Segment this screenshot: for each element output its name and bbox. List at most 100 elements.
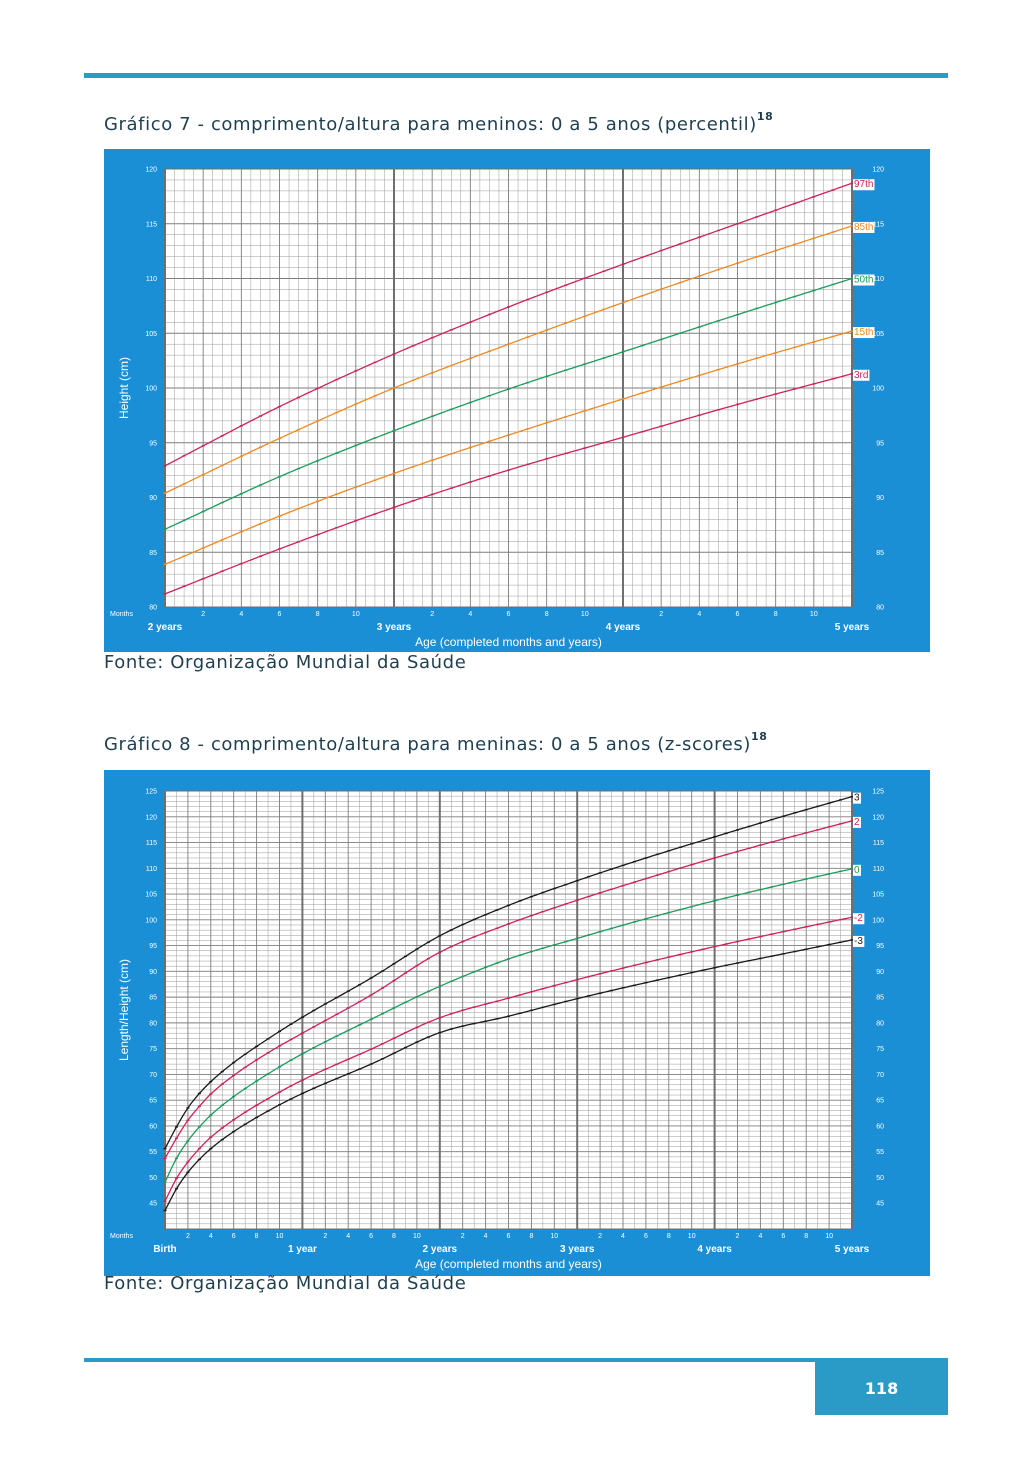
figure7-source: Fonte: Organização Mundial da Saúde (104, 652, 467, 673)
series-label-2: 2 (854, 817, 860, 828)
x-month-tick-label: 4 (621, 1233, 625, 1240)
x-month-tick-label: 6 (278, 611, 282, 618)
y-tick-label-left: 95 (149, 440, 157, 447)
x-month-tick-label: 4 (484, 1233, 488, 1240)
series-month-marks-3 (163, 795, 854, 1150)
x-month-tick-label: 6 (644, 1233, 648, 1240)
x-month-tick-label: 4 (758, 1233, 762, 1240)
series-label-bg (853, 913, 865, 925)
y-tick-label-right: 100 (872, 917, 884, 924)
x-year-label: 4 years (697, 1244, 732, 1255)
y-tick-label-left: 50 (149, 1175, 157, 1182)
y-tick-label-left: 45 (149, 1201, 157, 1208)
y-tick-label-left: 115 (146, 840, 157, 847)
x-year-label: 5 years (835, 1244, 870, 1255)
y-tick-label-right: 85 (876, 550, 884, 557)
x-month-tick-label: 8 (545, 611, 549, 618)
series-month-marks-50th (163, 277, 854, 530)
figure7-chart: 80 80 85 85 90 90 95 95 100 100 105 105 110 110 115 115… (104, 149, 930, 652)
series-label--3: -3 (854, 936, 863, 947)
y-tick-label-left: 95 (149, 943, 157, 950)
y-tick-label-left: 100 (145, 386, 157, 393)
bottom-rule (84, 1358, 948, 1362)
figure7-chart-svg: 80 80 85 85 90 90 95 95 100 100 105 105 110 110 115 115… (110, 167, 884, 650)
series-label--2: -2 (854, 913, 863, 924)
x-month-tick-label: 4 (468, 611, 472, 618)
figure8-caption-ref: 18 (751, 730, 768, 743)
series-label-bg (853, 816, 861, 828)
series-label-15th: 15th (854, 327, 873, 338)
y-tick-label-right: 110 (873, 866, 884, 873)
y-tick-label-left: 85 (149, 995, 157, 1002)
x-month-tick-label: 8 (804, 1233, 808, 1240)
x-year-label: 3 years (560, 1244, 595, 1255)
y-axis-title: Height (cm) (117, 357, 131, 419)
x-month-tick-label: 2 (201, 611, 205, 618)
x-year-label: 1 year (288, 1244, 317, 1255)
figure8-chart: 45 45 50 50 55 55 60 60 65 65 70 70 75 75 80 80 85 85 90 90… (104, 770, 930, 1276)
plot-border (164, 790, 853, 1230)
series-label-50th: 50th (854, 275, 873, 286)
series-month-marks-85th (163, 225, 854, 494)
vertical-grid (164, 791, 853, 1229)
x-year-label: 3 years (377, 622, 412, 633)
x-month-tick-label: 8 (392, 1233, 396, 1240)
x-month-tick-label: 10 (413, 1233, 421, 1240)
x-month-tick-label: 10 (688, 1233, 696, 1240)
y-tick-label-right: 70 (876, 1072, 884, 1079)
y-tick-label-left: 125 (145, 789, 157, 796)
y-tick-label-right: 115 (873, 221, 884, 228)
series-label-97th: 97th (854, 179, 873, 190)
x-month-tick-label: 6 (232, 1233, 236, 1240)
x-month-tick-label: 8 (667, 1233, 671, 1240)
series-label-bg (853, 221, 875, 233)
x-axis-title: Age (completed months and years) (415, 635, 602, 649)
y-tick-label-right: 105 (872, 331, 884, 338)
y-axis-title: Length/Height (cm) (117, 959, 131, 1061)
x-month-tick-label: 2 (323, 1233, 327, 1240)
y-tick-label-left: 80 (149, 605, 157, 612)
y-tick-label-left: 110 (146, 866, 157, 873)
x-month-tick-label: 2 (659, 611, 663, 618)
series-label-3: 3 (854, 793, 860, 804)
y-tick-label-left: 105 (145, 892, 157, 899)
figure7-caption-ref: 18 (756, 110, 774, 123)
x-month-tick-label: 10 (825, 1233, 833, 1240)
x-axis-title: Age (completed months and years) (415, 1257, 602, 1271)
y-tick-label-right: 120 (872, 167, 884, 174)
x-year-label: Birth (153, 1244, 176, 1255)
x-month-tick-label: 8 (255, 1233, 259, 1240)
figure8-caption-text: Gráfico 8 - comprimento/altura para meni… (104, 734, 752, 755)
x-month-tick-label: 8 (316, 611, 320, 618)
x-month-tick-label: 6 (507, 611, 511, 618)
y-tick-label-right: 80 (876, 605, 884, 612)
y-tick-label-right: 120 (872, 814, 884, 821)
x-month-tick-label: 10 (581, 611, 589, 618)
page-number-box: 118 (815, 1362, 948, 1415)
x-month-tick-label: 2 (461, 1233, 465, 1240)
y-tick-label-right: 65 (876, 1098, 884, 1105)
x-month-tick-label: 2 (430, 611, 434, 618)
x-month-tick-label: 2 (736, 1233, 740, 1240)
series-label-bg (853, 864, 861, 876)
x-month-tick-label: 4 (346, 1233, 350, 1240)
x-month-tick-label: 6 (736, 611, 740, 618)
series-label-bg (853, 179, 875, 191)
series-label-bg (853, 274, 875, 286)
y-tick-label-left: 100 (145, 917, 157, 924)
y-tick-label-right: 105 (872, 892, 884, 899)
x-year-label: 5 years (835, 622, 870, 633)
series-label-bg (853, 792, 861, 804)
figure8-source: Fonte: Organização Mundial da Saúde (104, 1273, 467, 1294)
series-label-0: 0 (854, 865, 860, 876)
y-tick-label-right: 90 (876, 495, 884, 502)
series-month-marks--2 (163, 916, 854, 1202)
x-month-tick-label: 8 (529, 1233, 533, 1240)
x-month-tick-label: 4 (239, 611, 243, 618)
x-month-tick-label: 8 (774, 611, 778, 618)
figure8-caption: Gráfico 8 - comprimento/altura para meni… (104, 730, 768, 755)
y-tick-label-left: 70 (149, 1072, 157, 1079)
series-label-85th: 85th (854, 222, 873, 233)
y-tick-label-left: 120 (145, 167, 157, 174)
top-rule (84, 73, 948, 78)
